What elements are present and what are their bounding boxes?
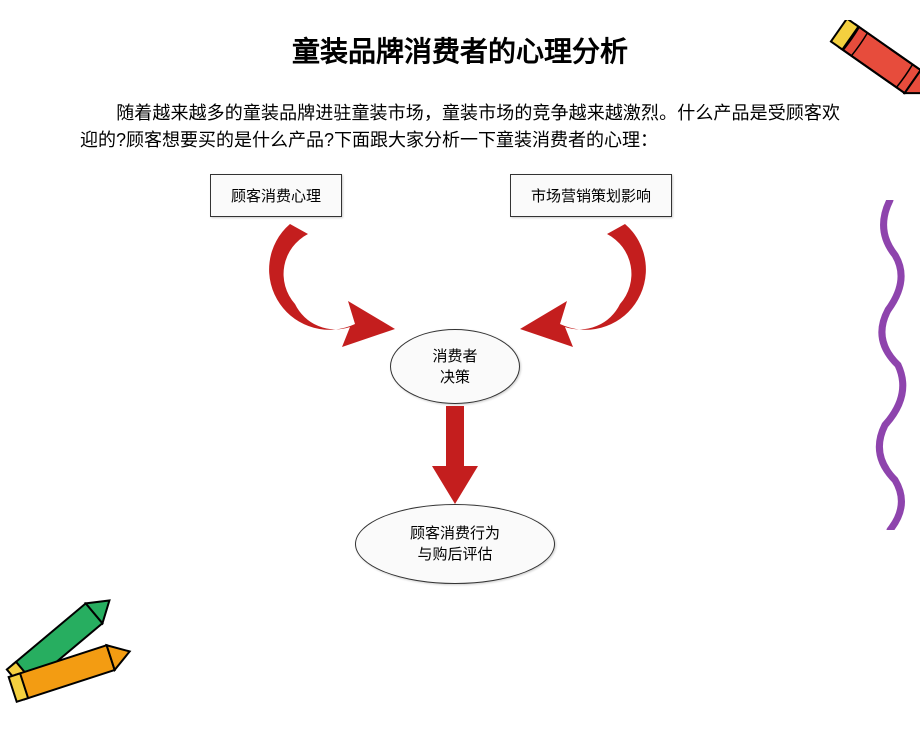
node-bot-line1: 顾客消费行为 [410, 523, 500, 544]
flowchart-diagram: 顾客消费心理 市场营销策划影响 消费者 决策 顾客消费行为 与购后评估 [160, 174, 760, 594]
node-top-left: 顾客消费心理 [210, 174, 342, 217]
node-bot: 顾客消费行为 与购后评估 [355, 504, 555, 584]
squiggle-right-icon [870, 200, 915, 530]
node-top-right: 市场营销策划影响 [510, 174, 672, 217]
node-mid: 消费者 决策 [390, 329, 520, 404]
node-mid-line2: 决策 [432, 367, 477, 388]
page-title: 童装品牌消费者的心理分析 [0, 30, 920, 70]
arrow-down-icon [432, 406, 478, 506]
crayons-bottomleft-icon [0, 555, 165, 735]
crayon-topright-icon [795, 20, 920, 140]
arrow-right-icon [505, 219, 655, 349]
intro-paragraph: 随着越来越多的童装品牌进驻童装市场，童装市场的竞争越来越激烈。什么产品是受顾客欢… [80, 100, 840, 154]
arrow-left-icon [260, 219, 410, 349]
node-bot-line2: 与购后评估 [410, 544, 500, 565]
node-mid-line1: 消费者 [432, 346, 477, 367]
